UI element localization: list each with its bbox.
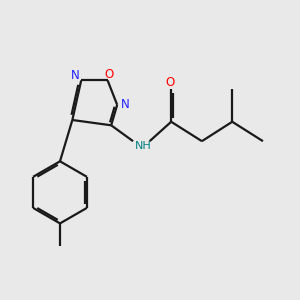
Text: NH: NH — [135, 141, 152, 151]
Text: N: N — [121, 98, 129, 111]
Text: N: N — [70, 69, 79, 82]
Text: O: O — [166, 76, 175, 89]
Text: O: O — [104, 68, 114, 81]
